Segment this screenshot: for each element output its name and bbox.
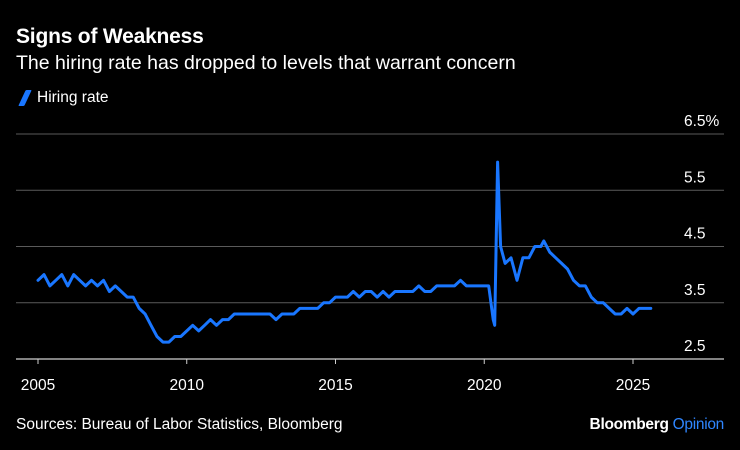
series-lines <box>36 160 653 344</box>
y-tick-label: 5.5 <box>684 169 706 186</box>
brand-logo: Bloomberg Opinion <box>589 416 725 434</box>
x-tick-label: 2015 <box>318 377 352 394</box>
brand-name: Bloomberg <box>589 416 669 433</box>
y-tick-label: 6.5% <box>684 113 720 130</box>
source-note: Sources: Bureau of Labor Statistics, Blo… <box>16 416 343 433</box>
y-tick-label: 2.5 <box>684 338 706 355</box>
chart-subtitle: The hiring rate has dropped to levels th… <box>16 52 516 74</box>
x-axis: 2005 2010 2015 2020 2025 <box>21 359 650 394</box>
x-tick-label: 2025 <box>616 377 650 394</box>
x-tick-label: 2005 <box>21 377 55 394</box>
legend: Hiring rate <box>16 89 109 107</box>
y-tick-label: 3.5 <box>684 282 706 299</box>
brand-suffix: Opinion <box>672 416 725 433</box>
chart-title: Signs of Weakness <box>16 25 204 48</box>
grid <box>16 133 724 360</box>
x-tick-label: 2020 <box>467 377 502 394</box>
series-line-hiring-rate <box>36 160 653 344</box>
y-tick-label: 4.5 <box>684 226 706 243</box>
y-axis-labels: 2.5 3.5 4.5 5.5 6.5% <box>684 113 720 355</box>
legend-label: Hiring rate <box>37 89 109 106</box>
x-tick-label: 2010 <box>170 377 205 394</box>
